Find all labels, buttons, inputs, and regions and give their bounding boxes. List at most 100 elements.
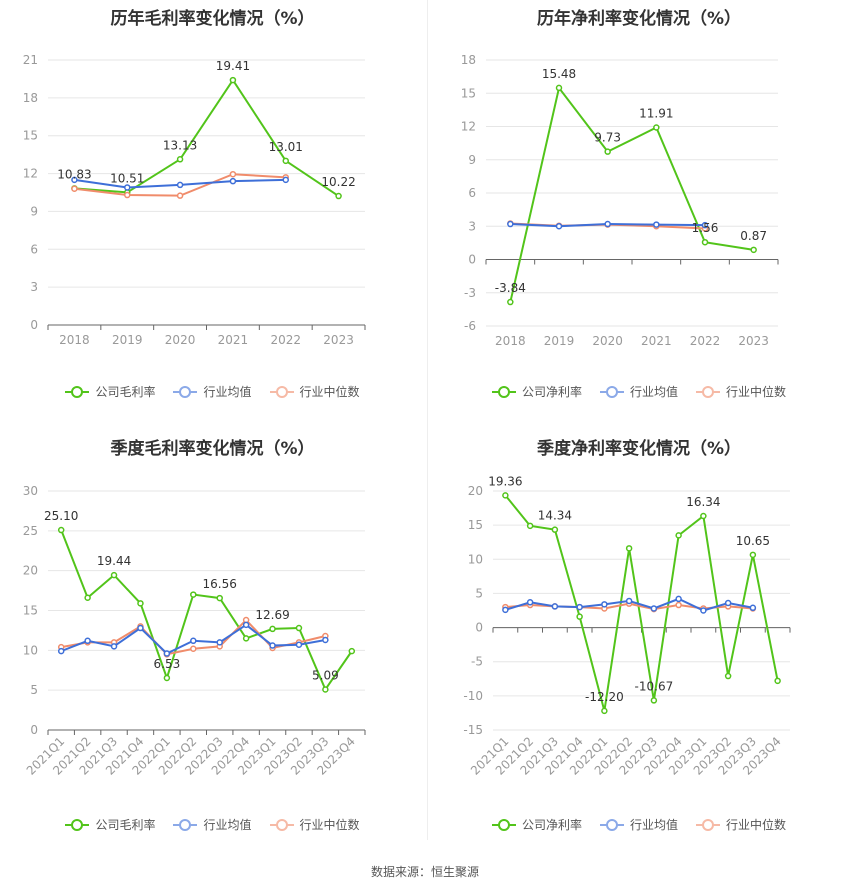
data-point xyxy=(701,238,709,246)
legend-item[interactable]: 行业中位数 xyxy=(696,816,786,833)
x-tick-label: 2020 xyxy=(592,334,623,348)
x-tick-label: 2022 xyxy=(270,333,301,347)
data-point xyxy=(124,191,131,199)
data-point xyxy=(604,220,611,228)
legend-marker-icon xyxy=(696,818,720,831)
data-point xyxy=(551,603,559,610)
data-point xyxy=(701,221,709,229)
data-point xyxy=(555,84,563,92)
chart-title: 历年净利率变化情况（%） xyxy=(536,9,742,29)
data-point xyxy=(502,492,509,499)
x-tick-label: 2022 xyxy=(690,334,721,348)
data-point xyxy=(604,148,611,155)
y-tick-label: 12 xyxy=(23,167,38,181)
legend-marker-icon xyxy=(65,818,90,831)
legend-item[interactable]: 行业均值 xyxy=(599,383,678,400)
legend-label: 行业均值 xyxy=(203,818,252,832)
legend-item[interactable]: 公司毛利率 xyxy=(65,383,155,400)
data-label: 16.56 xyxy=(203,577,237,591)
chart-annual-gross-margin: 历年毛利率变化情况（%） 0 3 6 9 12 15 18 21 2018 2019 2020 202… xyxy=(0,0,425,410)
y-tick-label: 25 xyxy=(23,524,38,538)
data-label: -12.20 xyxy=(585,690,624,704)
data-point xyxy=(71,185,78,192)
y-tick-label: 9 xyxy=(30,204,38,218)
data-point xyxy=(163,674,171,682)
chart-title: 季度净利率变化情况（%） xyxy=(536,439,742,459)
y-tick-label: -15 xyxy=(463,723,483,737)
y-tick-label: 6 xyxy=(468,186,476,200)
data-point xyxy=(242,621,250,629)
data-point xyxy=(750,246,757,254)
data-point xyxy=(348,647,356,655)
data-label: 16.34 xyxy=(686,495,720,509)
data-point xyxy=(57,647,65,655)
y-tick-label: -3 xyxy=(464,286,476,300)
data-label: 14.34 xyxy=(538,509,572,523)
y-tick-label: 15 xyxy=(23,604,38,618)
x-tick-label: 2020 xyxy=(165,333,196,347)
data-label: 11.91 xyxy=(639,106,673,120)
data-point xyxy=(137,624,144,632)
series-line xyxy=(60,529,353,692)
legend-item[interactable]: 公司毛利率 xyxy=(65,816,155,833)
y-tick-label: 0 xyxy=(475,621,483,635)
legend-label: 行业中位数 xyxy=(299,818,360,832)
x-tick-label: 2021 xyxy=(641,334,672,348)
y-tick-label: 9 xyxy=(468,153,476,167)
legend-label: 公司净利率 xyxy=(521,385,582,399)
chart-svg: 0 3 6 9 12 15 18 21 2018 2019 2020 2021 2022 2023 10.8… xyxy=(23,53,366,347)
y-tick-label: 12 xyxy=(461,120,476,134)
legend-label: 公司净利率 xyxy=(521,818,582,832)
data-point xyxy=(601,601,608,608)
legend-marker-icon xyxy=(173,818,198,831)
panel-divider xyxy=(427,0,428,840)
series-line xyxy=(504,494,779,712)
legend-marker-icon xyxy=(65,385,90,398)
legend-label: 公司毛利率 xyxy=(95,818,156,832)
y-tick-label: 3 xyxy=(30,280,38,294)
legend-marker-icon xyxy=(491,385,516,398)
legend-item[interactable]: 行业均值 xyxy=(599,816,678,833)
legend-marker-icon xyxy=(599,818,624,831)
legend-item[interactable]: 公司净利率 xyxy=(491,383,582,400)
chart-title: 季度毛利率变化情况（%） xyxy=(110,439,315,459)
data-point xyxy=(700,512,707,520)
y-tick-label: 15 xyxy=(468,518,483,532)
data-point xyxy=(335,192,342,200)
legend-item[interactable]: 行业中位数 xyxy=(696,383,786,400)
data-point xyxy=(555,223,563,230)
chart-svg: -6 -3 0 3 6 9 12 15 18 2018 2019 2020 2021 2022 2023 -3… xyxy=(461,53,779,348)
y-tick-label: 20 xyxy=(468,484,483,498)
data-point xyxy=(507,298,514,306)
y-tick-label: 0 xyxy=(30,723,38,737)
chart-legend: 公司净利率 行业均值 行业中位数 xyxy=(428,816,850,833)
legend-item[interactable]: 行业均值 xyxy=(173,383,252,400)
data-point xyxy=(675,532,682,539)
data-label: -10.67 xyxy=(635,679,674,693)
data-point xyxy=(774,677,781,685)
y-tick-label: 30 xyxy=(23,484,38,498)
series-line xyxy=(74,78,340,197)
data-label: 19.44 xyxy=(97,554,131,568)
chart-svg: -15-10-5051015202021Q12021Q22021Q32021Q4… xyxy=(463,474,791,778)
legend-item[interactable]: 行业中位数 xyxy=(269,816,360,833)
chart-annual-net-margin: 历年净利率变化情况（%） -6 -3 0 3 6 9 12 15 18 2018 2019 2020 2… xyxy=(428,0,850,410)
data-point xyxy=(700,607,707,614)
data-point xyxy=(229,177,237,185)
data-point xyxy=(176,192,184,199)
data-point xyxy=(282,176,289,184)
legend-item[interactable]: 行业均值 xyxy=(173,816,252,833)
data-label: 10.83 xyxy=(57,167,91,181)
data-point xyxy=(749,604,757,612)
data-point xyxy=(110,643,118,650)
legend-item[interactable]: 公司净利率 xyxy=(491,816,582,833)
data-point xyxy=(282,157,289,165)
legend-item[interactable]: 行业中位数 xyxy=(269,383,360,400)
legend-marker-icon xyxy=(269,385,294,398)
y-tick-label: 3 xyxy=(468,219,476,233)
data-label: 13.01 xyxy=(269,140,303,154)
chart-quarterly-net-margin: 季度净利率变化情况（%） -15 -10 -5 0 5 10 15 20 2021Q1 2021Q… xyxy=(428,430,850,840)
chart-legend: 公司毛利率 行业均值 行业中位数 xyxy=(0,816,425,833)
data-point xyxy=(176,156,184,163)
y-tick-label: 18 xyxy=(23,91,38,105)
